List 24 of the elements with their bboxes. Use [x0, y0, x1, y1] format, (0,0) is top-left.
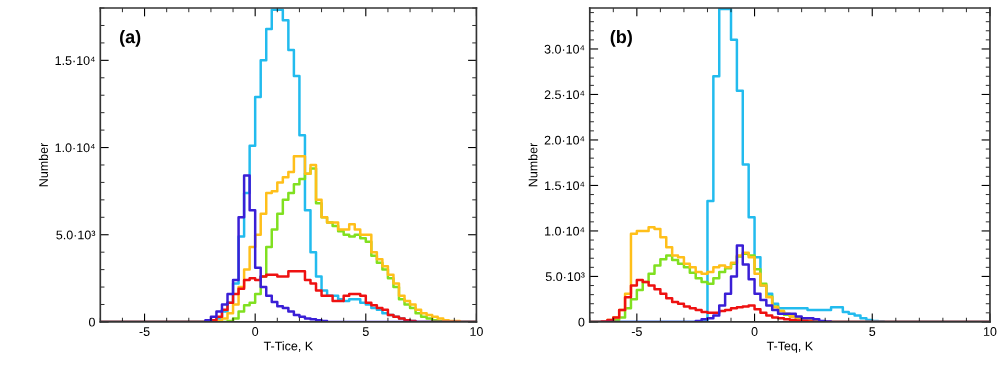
x-axis-title: T-Teq, K [766, 341, 813, 353]
y-tick-label: 0 [578, 317, 585, 327]
y-tick-label: 1.5·10⁴ [545, 181, 585, 191]
x-axis-title: T-Tice, K [263, 341, 313, 352]
y-tick-label: 1.0·10⁴ [55, 143, 95, 153]
y-tick-label: 5.0·10³ [545, 272, 585, 282]
x-tick-label: 5 [869, 327, 876, 336]
y-axis-title: Number [528, 142, 538, 187]
y-tick-label: 0 [88, 317, 95, 327]
x-tick-label: -5 [631, 327, 642, 336]
x-tick-label: 0 [252, 327, 259, 336]
x-tick-label: 0 [751, 327, 758, 336]
annotation: (b) [610, 30, 632, 47]
x-tick-label: 5 [362, 327, 369, 336]
y-tick-label: 2.0·10⁴ [544, 135, 585, 145]
y-tick-label: 1.5·10⁴ [55, 56, 95, 65]
y-tick-label: 3.0·10⁴ [544, 44, 585, 54]
y-tick-label: 2.5·10⁴ [544, 90, 585, 100]
x-tick-label: 10 [470, 327, 483, 336]
y-tick-label: 5.0·10³ [56, 230, 96, 240]
y-axis-title: Number [38, 142, 48, 187]
y-tick-label: 1.0·10⁴ [545, 226, 585, 236]
x-tick-label: 10 [983, 327, 997, 336]
x-tick-label: -5 [139, 327, 150, 336]
